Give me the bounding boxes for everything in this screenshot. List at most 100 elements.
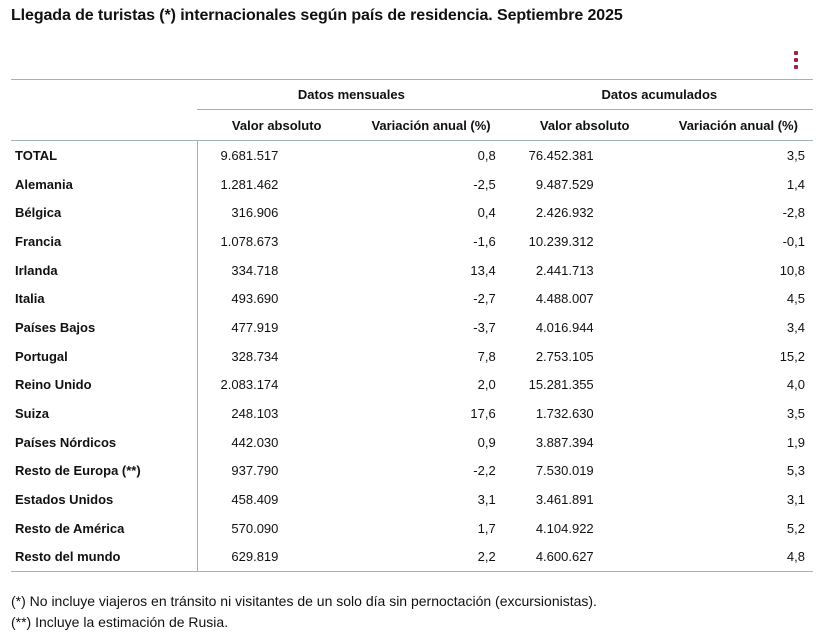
footnote: (**) Incluye la estimación de Rusia. <box>11 614 229 630</box>
cell-value: 2.441.713 <box>535 262 594 278</box>
cell-value: 0,4 <box>477 205 496 221</box>
cell-value: 4.488.007 <box>535 291 594 307</box>
table-row: TOTAL 9.681.517 0,8 76.452.381 3,5 <box>11 140 813 170</box>
table-row: Resto del mundo 629.819 2,2 4.600.627 4,8 <box>11 542 813 573</box>
cell-value: 7,8 <box>477 348 496 364</box>
cell-value: 0,9 <box>477 434 496 450</box>
cell-value: 1.281.462 <box>220 176 279 192</box>
table-row: Irlanda 334.718 13,4 2.441.713 10,8 <box>11 255 813 285</box>
cell-value: 76.452.381 <box>528 147 594 163</box>
cell-value: 5,3 <box>786 463 805 479</box>
cell-value: -2,7 <box>473 291 496 307</box>
cell-value: 4,0 <box>786 377 805 393</box>
cell-value: 4,5 <box>786 291 805 307</box>
cell-value: 458.409 <box>231 492 279 508</box>
row-label: Reino Unido <box>11 370 198 400</box>
subheader: Variación anual (%) <box>663 109 813 141</box>
row-label: Irlanda <box>11 255 198 285</box>
cell-value: 9.681.517 <box>220 147 279 163</box>
cell-value: 2.083.174 <box>220 377 279 393</box>
row-label: Países Bajos <box>11 313 198 342</box>
cell-value: 3,5 <box>786 147 805 163</box>
table-row: Italia 493.690 -2,7 4.488.007 4,5 <box>11 284 813 314</box>
cell-value: 334.718 <box>231 262 279 278</box>
cell-value: 2,0 <box>477 377 496 393</box>
group-header-cumulative: Datos acumulados <box>505 79 813 110</box>
cell-value: 17,6 <box>470 406 496 422</box>
cell-value: -0,1 <box>782 233 805 249</box>
table-row: Resto de América 570.090 1,7 4.104.922 5,2 <box>11 513 813 543</box>
cell-value: 9.487.529 <box>535 176 594 192</box>
cell-value: 1,4 <box>786 176 805 192</box>
cell-value: 1.078.673 <box>220 233 279 249</box>
cell-value: 1,9 <box>786 434 805 450</box>
cell-value: 3,1 <box>786 492 805 508</box>
cell-value: 248.103 <box>231 406 279 422</box>
cell-value: 10.239.312 <box>528 233 594 249</box>
row-label: Suiza <box>11 399 198 428</box>
cell-value: 0,8 <box>477 147 496 163</box>
cell-value: 15.281.355 <box>528 377 594 393</box>
cell-value: 3.461.891 <box>535 492 594 508</box>
cell-value: -2,5 <box>473 176 496 192</box>
subheader: Valor absoluto <box>197 109 357 141</box>
cell-value: 4.600.627 <box>505 542 664 573</box>
row-label: Francia <box>11 227 198 256</box>
page-title: Llegada de turistas (*) internacionales … <box>11 7 623 24</box>
cell-value: 2.753.105 <box>535 348 594 364</box>
vertical-dots-icon[interactable] <box>791 51 801 69</box>
table-row: Reino Unido 2.083.174 2,0 15.281.355 4,0 <box>11 370 813 400</box>
cell-value: 3,5 <box>786 406 805 422</box>
table-row: Países Bajos 477.919 -3,7 4.016.944 3,4 <box>11 313 813 342</box>
row-label: Estados Unidos <box>11 485 198 514</box>
footnotes: (*) No incluye viajeros en tránsito ni v… <box>11 591 597 633</box>
subheader: Variación anual (%) <box>356 109 506 141</box>
cell-value: 3,4 <box>786 319 805 335</box>
cell-value: 4,8 <box>663 542 813 573</box>
cell-value: 316.906 <box>231 205 279 221</box>
cell-value: 5,2 <box>786 520 805 536</box>
row-label: Resto de Europa (**) <box>11 456 198 486</box>
cell-value: 2.426.932 <box>535 205 594 221</box>
cell-value: 570.090 <box>231 520 279 536</box>
cell-value: 4.016.944 <box>535 319 594 335</box>
row-label: Bélgica <box>11 198 198 228</box>
cell-value: 4.104.922 <box>535 520 594 536</box>
cell-value: 328.734 <box>231 348 279 364</box>
table-row: Portugal 328.734 7,8 2.753.105 15,2 <box>11 341 813 371</box>
row-label: Resto del mundo <box>11 542 198 573</box>
cell-value: -2,2 <box>473 463 496 479</box>
cell-value: -1,6 <box>473 233 496 249</box>
cell-value: 477.919 <box>231 319 279 335</box>
empty-subheader <box>11 109 197 141</box>
cell-value: 10,8 <box>779 262 805 278</box>
empty-header <box>11 79 197 110</box>
table-row: Países Nórdicos 442.030 0,9 3.887.394 1,9 <box>11 427 813 457</box>
table-row: Suiza 248.103 17,6 1.732.630 3,5 <box>11 399 813 428</box>
subheader: Valor absoluto <box>505 109 664 141</box>
table-row: Francia 1.078.673 -1,6 10.239.312 -0,1 <box>11 227 813 256</box>
cell-value: 15,2 <box>779 348 805 364</box>
cell-value: 1.732.630 <box>535 406 594 422</box>
footnote: (*) No incluye viajeros en tránsito ni v… <box>11 593 597 609</box>
cell-value: 3.887.394 <box>535 434 594 450</box>
row-label: Italia <box>11 284 198 314</box>
cell-value: 629.819 <box>197 542 357 573</box>
row-label: Portugal <box>11 341 198 371</box>
cell-value: 493.690 <box>231 291 279 307</box>
group-header-monthly: Datos mensuales <box>197 79 506 110</box>
cell-value: 1,7 <box>477 520 496 536</box>
table-row: Estados Unidos 458.409 3,1 3.461.891 3,1 <box>11 485 813 514</box>
table-row: Resto de Europa (**) 937.790 -2,2 7.530.019… <box>11 456 813 486</box>
tourist-arrivals-table: Datos mensuales Datos acumulados Valor a… <box>11 79 813 573</box>
cell-value: 3,1 <box>477 492 496 508</box>
cell-value: 13,4 <box>470 262 496 278</box>
row-label: TOTAL <box>11 140 198 170</box>
cell-value: -3,7 <box>473 319 496 335</box>
cell-value: 442.030 <box>231 434 279 450</box>
table-row: Alemania 1.281.462 -2,5 9.487.529 1,4 <box>11 169 813 199</box>
cell-value: 7.530.019 <box>535 463 594 479</box>
cell-value: 2,2 <box>356 542 506 573</box>
row-label: Países Nórdicos <box>11 427 198 457</box>
cell-value: 937.790 <box>231 463 279 479</box>
